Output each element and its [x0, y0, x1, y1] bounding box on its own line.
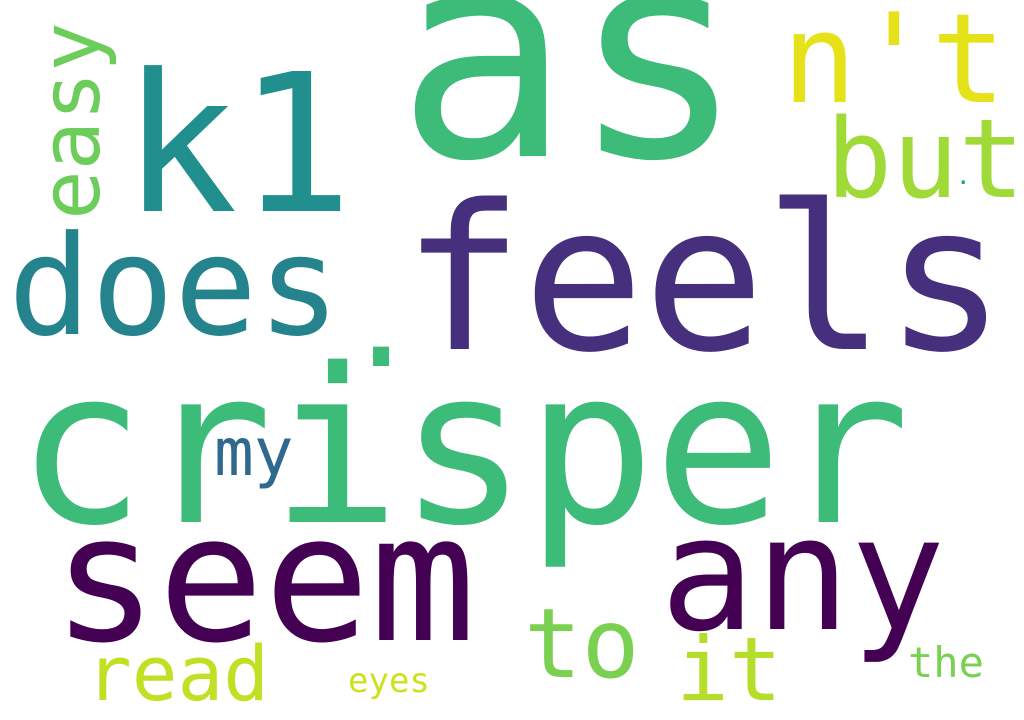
word-my: my	[214, 414, 294, 491]
word-dot: .	[342, 245, 421, 397]
word-easy: easy	[24, 22, 119, 220]
word-k1: k1	[122, 34, 354, 257]
word-seem: seem	[52, 477, 476, 682]
word-any: any	[660, 483, 946, 667]
word-but: but	[826, 95, 1024, 223]
word-eyes: eyes	[348, 661, 430, 701]
word-crisper: crisper	[16, 322, 910, 573]
word-does: does	[8, 206, 341, 367]
word-dot-small: .	[956, 162, 971, 190]
word-the: the	[908, 638, 984, 687]
word-feels: feels	[402, 161, 1006, 397]
word-read: read	[86, 629, 270, 718]
word-it: it	[676, 618, 782, 720]
word-to: to	[524, 588, 640, 700]
word-as: as	[396, 0, 746, 225]
word-nt: n't	[782, 0, 1006, 132]
